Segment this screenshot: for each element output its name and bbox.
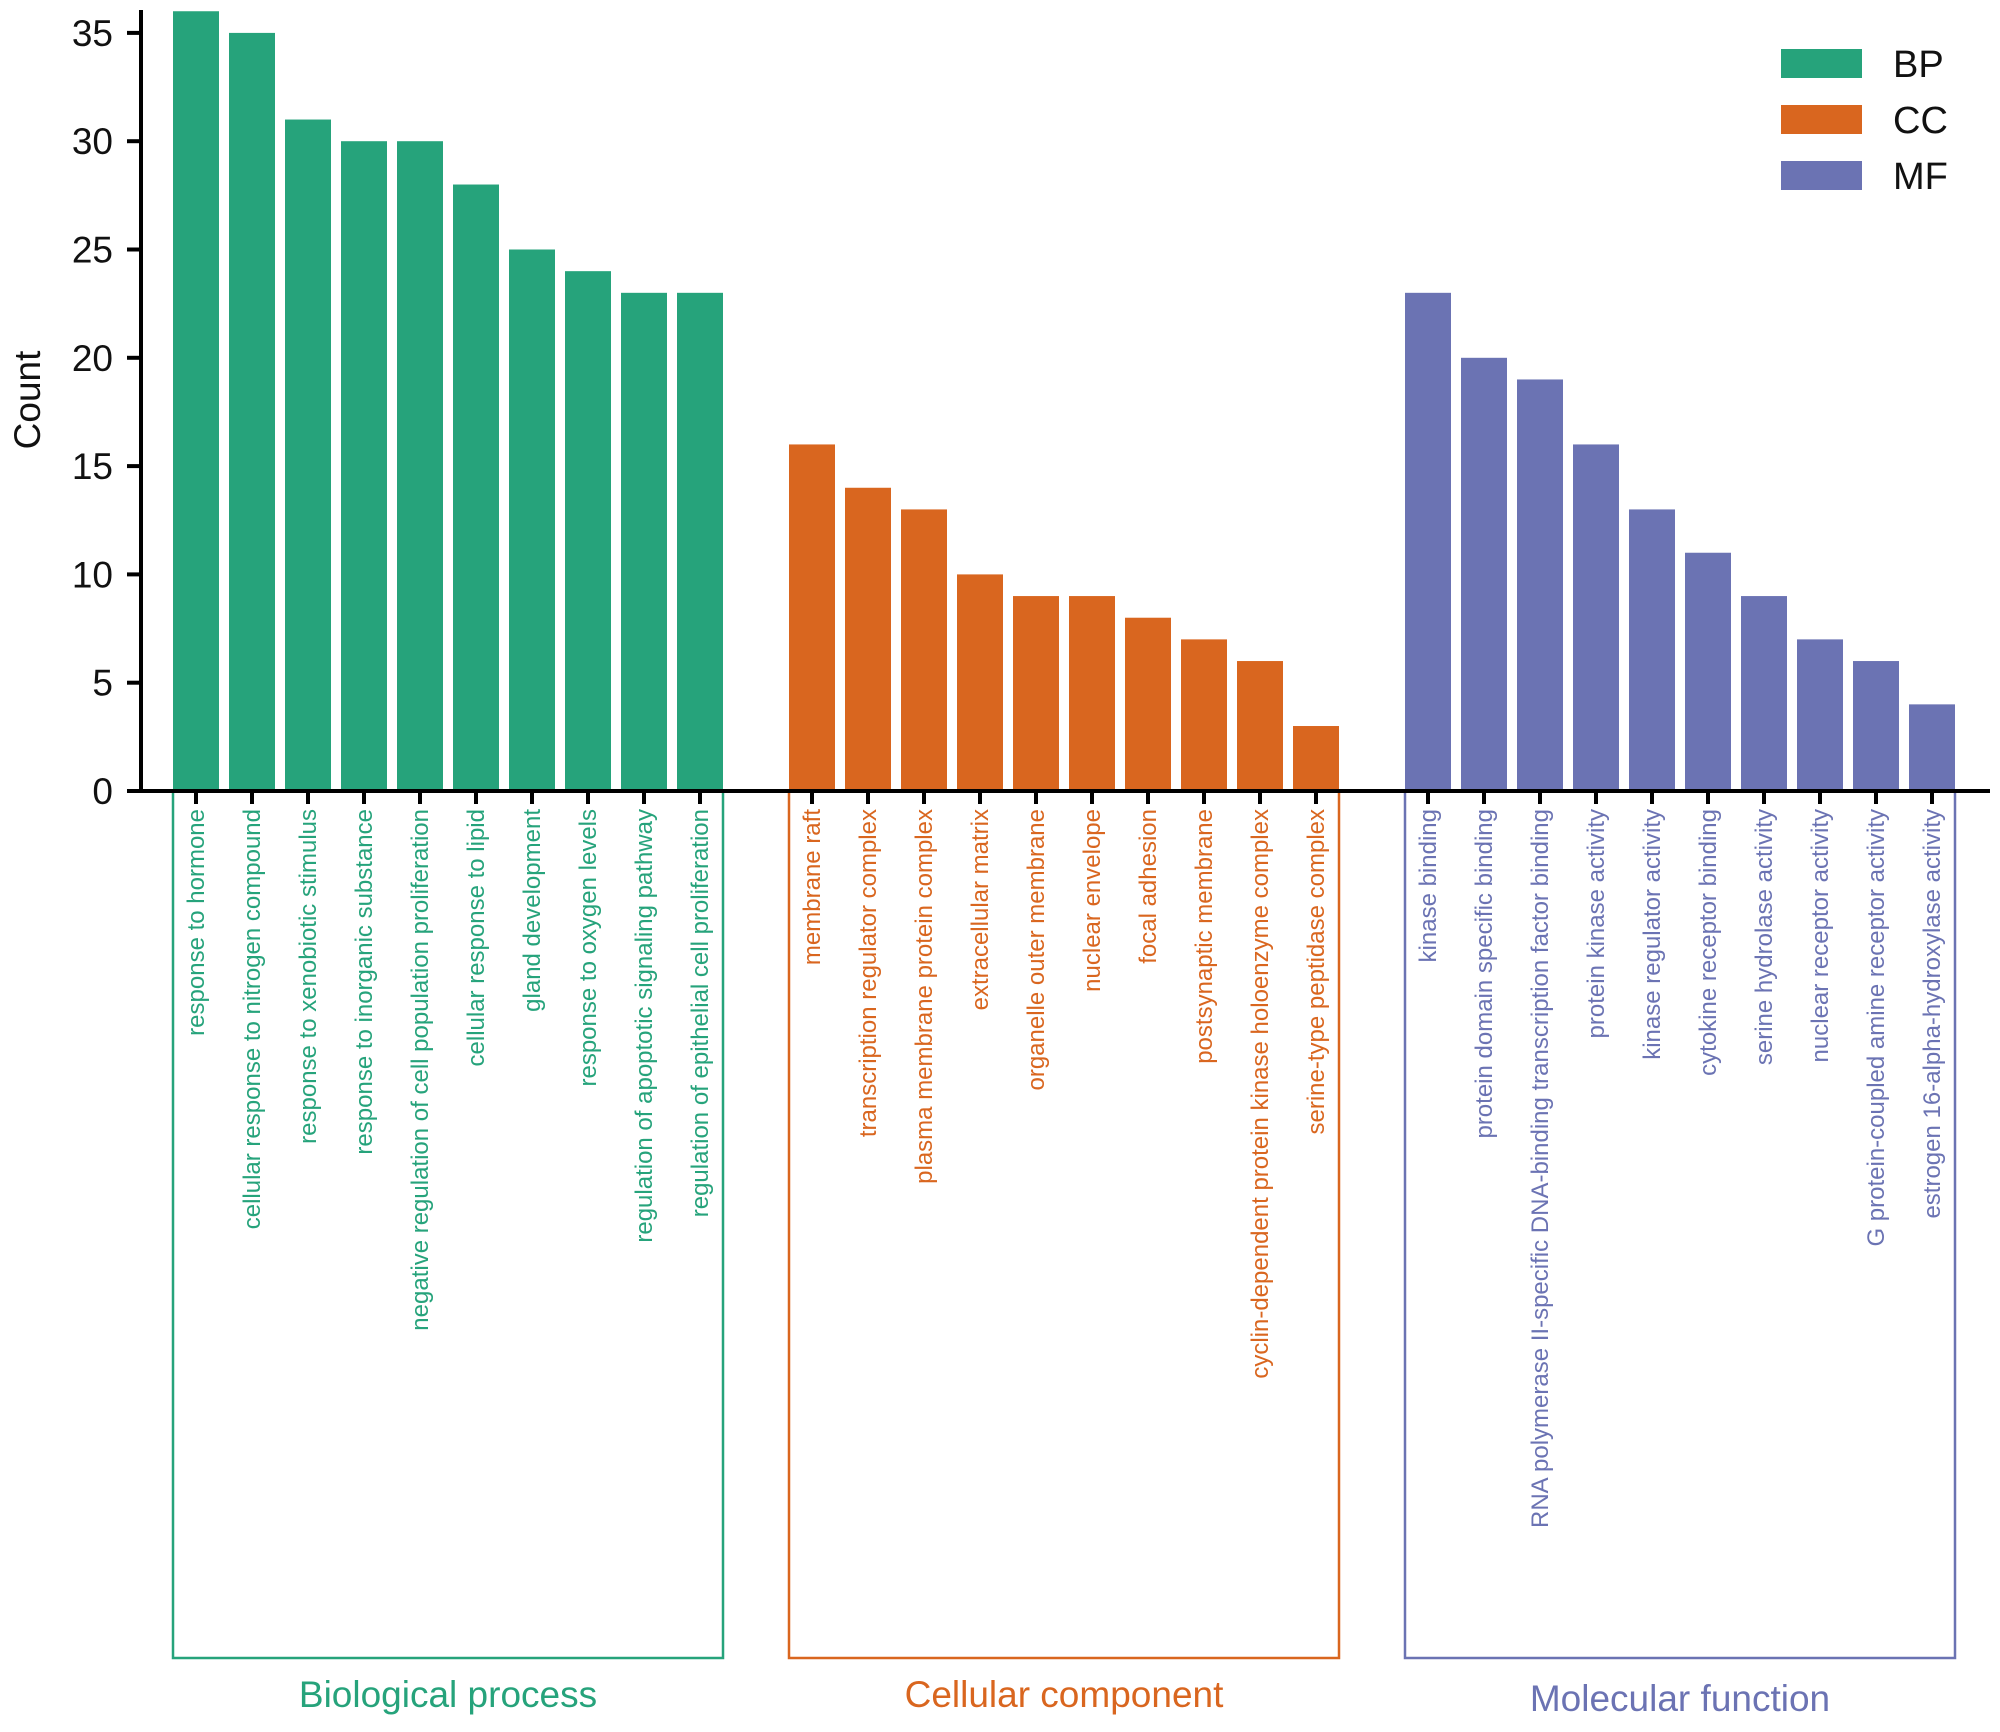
- bar-cc-6: [1069, 596, 1115, 791]
- category-label: membrane raft: [799, 809, 826, 965]
- category-label: response to hormone: [183, 809, 210, 1036]
- category-label: RNA polymerase II-specific DNA-binding t…: [1527, 809, 1554, 1528]
- bar-mf-9: [1853, 661, 1899, 791]
- category-label: kinase binding: [1415, 809, 1442, 962]
- y-tick-label: 15: [72, 446, 113, 487]
- bar-cc-2: [845, 487, 891, 791]
- legend-swatch-mf: [1781, 161, 1862, 190]
- category-label: protein domain specific binding: [1471, 809, 1498, 1139]
- bar-bp-10: [677, 292, 723, 791]
- category-label: nuclear receptor activity: [1807, 809, 1834, 1062]
- y-tick-label: 5: [92, 663, 113, 704]
- category-label: regulation of apoptotic signaling pathwa…: [631, 809, 658, 1243]
- y-tick-label: 10: [72, 554, 113, 595]
- category-label: extracellular matrix: [967, 809, 994, 1010]
- legend-label-bp: BP: [1893, 44, 1944, 86]
- bar-cc-3: [901, 509, 947, 791]
- category-label: cellular response to lipid: [463, 809, 490, 1066]
- category-label: nuclear envelope: [1079, 809, 1106, 992]
- category-label: serine hydrolase activity: [1751, 809, 1778, 1065]
- category-label: G protein-coupled amine receptor activit…: [1863, 809, 1890, 1247]
- bar-bp-6: [453, 184, 499, 791]
- y-tick-label: 25: [72, 230, 113, 271]
- category-label: estrogen 16-alpha-hydroxylase activity: [1919, 809, 1946, 1219]
- bar-mf-2: [1461, 357, 1507, 791]
- bar-mf-10: [1909, 704, 1955, 791]
- bar-mf-3: [1517, 379, 1563, 791]
- y-tick-label: 20: [72, 338, 113, 379]
- bar-bp-4: [341, 141, 387, 791]
- x-ticks: [194, 791, 1934, 804]
- legend-swatch-bp: [1781, 49, 1862, 78]
- bar-cc-8: [1181, 639, 1227, 791]
- category-label: organelle outer membrane: [1023, 809, 1050, 1091]
- bar-cc-9: [1237, 661, 1283, 791]
- group-titles: Biological process Cellular component Mole…: [299, 1674, 1830, 1719]
- bar-mf-1: [1405, 292, 1451, 791]
- legend-label-cc: CC: [1893, 100, 1948, 142]
- bar-mf-7: [1741, 596, 1787, 791]
- bar-bp-1: [173, 11, 219, 792]
- category-label: transcription regulator complex: [855, 809, 882, 1137]
- y-tick-label: 35: [72, 13, 113, 54]
- bars: [173, 11, 1955, 792]
- category-label: response to oxygen levels: [575, 809, 602, 1087]
- bar-cc-10: [1293, 726, 1339, 791]
- category-label: cytokine receptor binding: [1695, 809, 1722, 1076]
- category-label: plasma membrane protein complex: [911, 809, 938, 1184]
- group-title-mf: Molecular function: [1530, 1678, 1830, 1719]
- bar-mf-4: [1573, 444, 1619, 791]
- legend-label-mf: MF: [1893, 156, 1948, 198]
- category-label: response to inorganic substance: [351, 809, 378, 1155]
- y-tick-label: 0: [92, 771, 113, 812]
- category-label: focal adhesion: [1135, 809, 1162, 964]
- legend-swatch-cc: [1781, 105, 1862, 134]
- group-title-cc: Cellular component: [905, 1674, 1225, 1715]
- category-label: regulation of epithelial cell proliferat…: [687, 809, 714, 1217]
- bar-bp-8: [565, 271, 611, 791]
- bar-bp-3: [285, 119, 331, 792]
- y-tick-label: 30: [72, 121, 113, 162]
- category-label: cellular response to nitrogen compound: [239, 809, 266, 1229]
- bar-mf-6: [1685, 552, 1731, 791]
- category-label: protein kinase activity: [1583, 809, 1610, 1038]
- bar-cc-4: [957, 574, 1003, 791]
- category-label: kinase regulator activity: [1639, 809, 1666, 1060]
- bar-cc-7: [1125, 617, 1171, 791]
- y-axis: 0 5 10 15 20 25 30 35: [72, 10, 143, 812]
- group-brackets: [171, 789, 1957, 1660]
- category-label: response to xenobiotic stimulus: [295, 809, 322, 1144]
- bar-bp-5: [397, 141, 443, 791]
- bar-bp-9: [621, 292, 667, 791]
- category-label: postsynaptic membrane: [1191, 809, 1218, 1064]
- bar-bp-2: [229, 32, 275, 791]
- y-axis-title: Count: [7, 350, 48, 449]
- category-label: cyclin-dependent protein kinase holoenzy…: [1247, 809, 1274, 1379]
- bar-mf-5: [1629, 509, 1675, 791]
- category-label: negative regulation of cell population p…: [407, 809, 434, 1331]
- bar-cc-1: [789, 444, 835, 791]
- category-label: serine-type peptidase complex: [1303, 809, 1330, 1135]
- bar-mf-8: [1797, 639, 1843, 791]
- category-labels: response to hormone cellular response to …: [183, 809, 1946, 1528]
- bar-bp-7: [509, 249, 555, 791]
- legend: BP CC MF: [1781, 44, 1948, 198]
- category-label: gland development: [519, 809, 546, 1012]
- bar-cc-5: [1013, 596, 1059, 791]
- group-title-bp: Biological process: [299, 1674, 597, 1715]
